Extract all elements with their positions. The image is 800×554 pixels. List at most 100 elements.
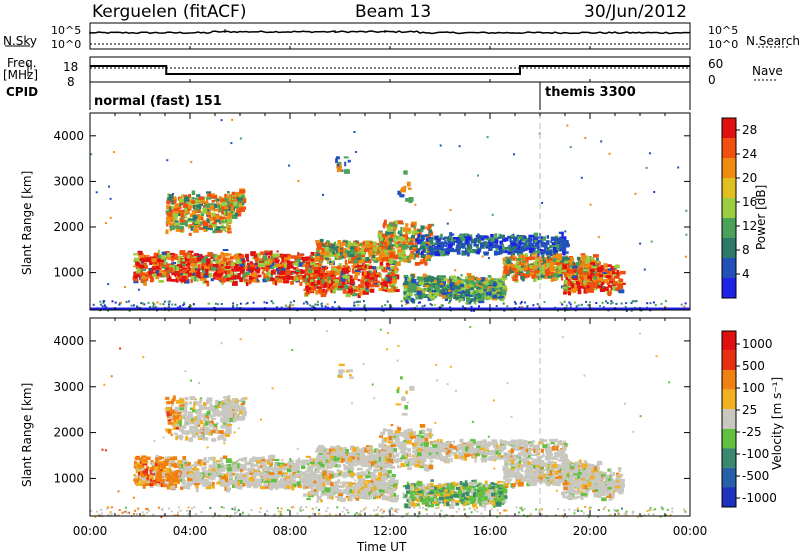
power-cell [321, 305, 324, 308]
power-cell [169, 265, 175, 270]
power-cell [174, 273, 180, 277]
power-cell [278, 253, 284, 258]
power-cell [557, 238, 563, 243]
velocity-cell [264, 470, 270, 474]
power-cell [379, 252, 384, 258]
power-cell [532, 265, 535, 270]
power-cell [171, 257, 174, 262]
velocity-cell [274, 463, 277, 468]
power-cell [520, 237, 523, 243]
power-cell [327, 249, 334, 252]
power-cell [235, 212, 242, 217]
power-cell [148, 270, 154, 276]
power-cell [544, 269, 549, 274]
power-cell [239, 207, 245, 212]
power-cell [391, 246, 394, 250]
power-cell [300, 269, 306, 273]
power-cell [489, 287, 493, 291]
power-cell [568, 269, 574, 274]
power-cell [461, 290, 465, 293]
power-cell [252, 272, 256, 277]
power-cell [558, 231, 563, 235]
power-cell [376, 280, 380, 284]
power-cell [476, 295, 480, 299]
power-cell [183, 254, 188, 258]
power-cell [443, 244, 448, 247]
power-cell [490, 287, 496, 293]
power-cell [613, 274, 617, 277]
power-cell [404, 287, 408, 292]
power-cell [580, 282, 585, 287]
power-cell [410, 274, 415, 279]
power-cell [162, 252, 165, 257]
velocity-cell [158, 456, 162, 461]
power-cell [493, 244, 498, 249]
power-cell [410, 239, 414, 244]
power-cell [171, 303, 174, 306]
power-cell [363, 248, 370, 252]
power-cell [181, 267, 187, 270]
power-cell [265, 263, 271, 268]
power-cell [612, 266, 616, 269]
power-cell [506, 257, 512, 261]
power-cell [334, 279, 340, 284]
power-cell [194, 221, 201, 224]
power-cell [331, 243, 336, 246]
power-cell [607, 291, 612, 297]
power-cell [223, 212, 230, 215]
power-cell [326, 259, 330, 264]
power-cell [498, 279, 502, 283]
power-cell [357, 279, 361, 282]
power-cell [363, 305, 366, 308]
power-cell [453, 294, 457, 299]
power-cell [386, 300, 389, 303]
power-cell [512, 255, 516, 259]
power-cell [596, 261, 601, 266]
power-cell [355, 272, 360, 276]
power-cell [191, 212, 195, 216]
power-cell [451, 275, 456, 278]
power-cell [579, 267, 583, 271]
power-cell [330, 286, 335, 290]
power-cell [502, 257, 508, 260]
power-cell [538, 262, 544, 267]
power-cell [155, 265, 160, 270]
power-cell [192, 210, 198, 213]
power-cell [526, 241, 529, 246]
power-cell [590, 265, 593, 268]
power-cell [244, 280, 250, 284]
power-cell [504, 246, 510, 250]
power-cell [407, 229, 412, 234]
power-cell [403, 170, 408, 175]
power-cell [138, 264, 145, 269]
power-cell [406, 181, 411, 187]
power-cell [578, 260, 581, 266]
power-cell [224, 197, 229, 202]
power-cell [386, 227, 391, 232]
power-cell [324, 241, 327, 246]
power-cell [599, 281, 605, 286]
power-cell [347, 242, 352, 247]
power-cell [431, 243, 435, 247]
power-cell [494, 279, 501, 285]
power-cell [188, 266, 191, 271]
velocity-cell [216, 481, 222, 485]
power-cell [162, 253, 168, 256]
velocity-cell [237, 467, 240, 472]
velocity-cell [254, 479, 257, 483]
power-cell [511, 267, 517, 271]
velocity-cell [183, 484, 189, 490]
power-cell [505, 269, 512, 274]
power-cell [596, 282, 601, 287]
power-cell [180, 229, 183, 232]
power-cell [363, 271, 367, 276]
power-cell [231, 214, 238, 219]
power-cell [597, 285, 602, 288]
power-cell [217, 265, 223, 270]
power-cell [324, 305, 327, 308]
power-cell [427, 294, 433, 297]
power-cell [547, 257, 553, 261]
power-cell [586, 283, 590, 289]
velocity-cell [155, 462, 159, 466]
power-cell [197, 261, 202, 264]
